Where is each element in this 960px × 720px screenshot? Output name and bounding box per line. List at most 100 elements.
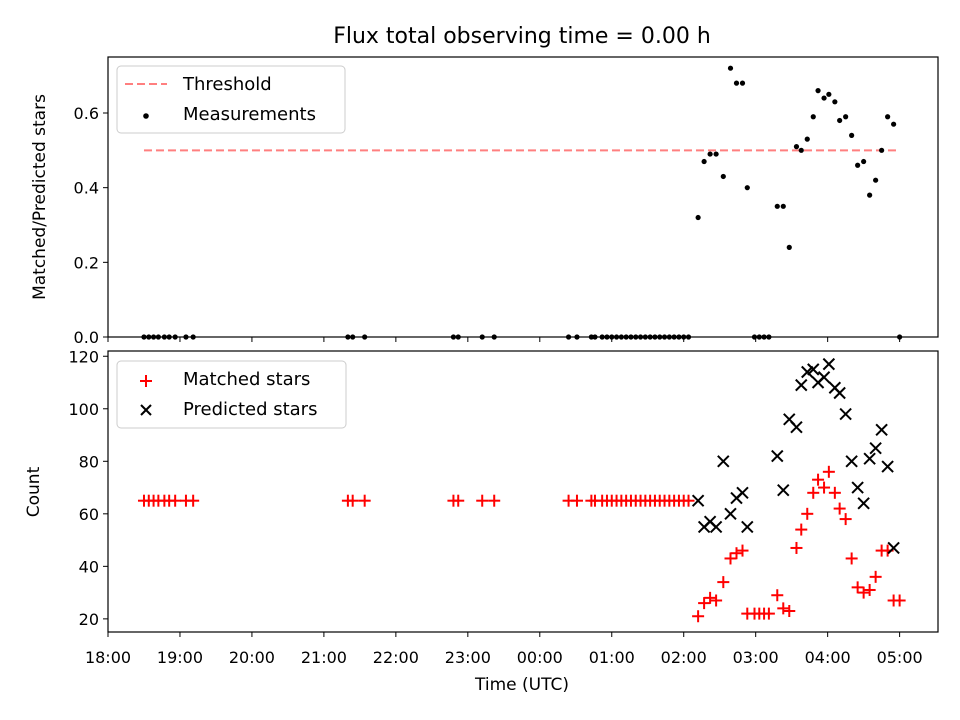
matched-star-point [863,583,876,596]
matched-star-point [845,552,858,565]
matched-star-point [833,502,846,515]
predicted-star-point [833,386,846,400]
predicted-star-point [822,357,836,371]
matched-star-point [452,494,465,507]
x-tick-label: 02:00 [661,648,707,667]
measurement-point [804,136,810,142]
predicted-star-point-b [709,520,723,534]
predicted-star-point-b [777,483,790,497]
predicted-star-point [807,363,820,376]
matched-star-point [692,610,705,623]
bottom-y-tick-label: 100 [68,400,99,419]
predicted-star-point-b [857,497,870,510]
top-y-tick-label: 0.4 [74,179,99,198]
measurement-point [832,99,838,105]
star-count-points [137,357,906,623]
top-x-ticks [107,337,901,342]
matched-star-point [783,604,796,617]
predicted-star-point-b [887,541,900,555]
bottom-legend-box [116,360,347,429]
predicted-star-point [709,520,723,534]
matched-star-point [704,591,717,604]
measurement-point [774,203,780,209]
matched-star-point [730,547,743,560]
predicted-star-point-b [807,363,820,376]
measurement-point [879,147,885,153]
predicted-star-point-b [863,452,876,465]
matched-star-point [187,494,200,507]
measurement-point [713,151,719,157]
predicted-star-point [741,520,754,534]
legend-threshold-label: Threshold [182,74,272,95]
x-tick-label: 21:00 [301,648,347,667]
measurement-point [849,132,855,138]
measurement-point [707,151,713,157]
measurement-point [720,173,726,180]
top-y-ticks: 0.0 0.2 0.4 0.6 [74,104,108,347]
predicted-star-point [817,371,831,384]
predicted-star-point-b [790,420,803,434]
predicted-star-point [881,460,894,473]
matched-star-point [857,586,870,599]
legend-predicted-swatch [140,404,152,416]
measurement-point [855,162,861,168]
matched-star-point [869,570,882,583]
matched-star-point [346,494,359,507]
predicted-star-point [717,455,730,468]
measurement-point [701,158,707,165]
measurement-point [843,114,849,120]
measurement-point [798,147,804,153]
top-y-tick-label: 0.0 [74,328,99,347]
measurement-point [885,114,891,120]
matched-star-point [358,494,371,507]
x-tick-label: 18:00 [85,648,131,667]
matched-star-point [762,607,775,620]
predicted-star-point-b [869,441,882,455]
predicted-star-point [724,507,737,521]
x-tick-label: 01:00 [589,648,635,667]
predicted-star-point-b [717,455,730,468]
predicted-star-point-b [771,449,784,463]
predicted-star-point-b [851,481,864,494]
predicted-star-point [845,455,858,468]
measurement-point [733,80,740,86]
predicted-star-point [771,449,784,463]
matched-star-point [570,494,583,507]
measurement-point [780,203,786,209]
x-tick-label: 20:00 [229,648,275,667]
matched-star-point [818,481,831,494]
measurement-point [891,121,897,127]
legend-measurements-label: Measurements [183,104,316,125]
predicted-star-point [887,541,900,555]
legend-matched-label: Matched stars [183,369,310,390]
predicted-star-point [691,494,705,507]
x-tick-label: 05:00 [877,648,923,667]
predicted-star-point-b [703,515,717,528]
predicted-star-point [777,483,790,497]
measurement-point [793,144,800,150]
bottom-y-tick-label: 60 [79,505,99,524]
predicted-star-point [839,407,852,421]
matched-star-point [790,541,803,554]
measurement-point [867,192,873,198]
x-axis-label: Time (UTC) [474,675,569,695]
measurement-point [727,65,734,71]
matched-star-point [717,576,730,589]
bottom-axes-frame [107,350,939,633]
predicted-star-point-b [881,460,894,473]
matched-star-point [724,552,737,565]
matched-star-point [812,473,825,486]
predicted-star-point-b [845,455,858,468]
x-tick-label: 00:00 [517,648,563,667]
x-tick-label: 19:00 [157,648,203,667]
top-legend: Threshold Measurements [116,65,346,134]
predicted-star-point-b [817,371,831,384]
measurement-point [786,244,792,250]
predicted-star-point [857,497,870,510]
bottom-panel: 20 40 60 80 100 120 18:00 19:00 20:00 21:00 22:00… [24,347,939,695]
top-panel: 0.0 0.2 0.4 0.6 Matched/Predicted stars Thr… [30,56,939,347]
measurement-point [861,158,867,165]
measurement-point [873,177,879,183]
top-axes-frame [107,56,939,338]
